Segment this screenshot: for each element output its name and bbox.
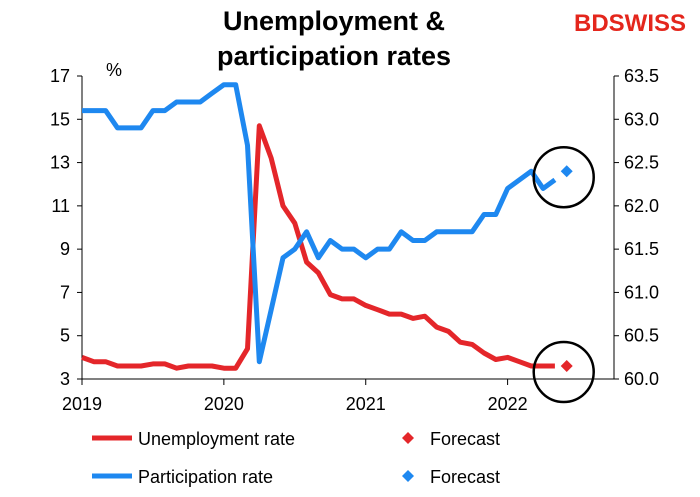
left-tick-label: 17 (50, 66, 70, 86)
x-tick-label: 2022 (488, 394, 528, 414)
left-tick-label: 9 (60, 239, 70, 259)
participation-forecast-circle (532, 145, 595, 209)
left-axis-ticks: 3 5 7 9 11 13 15 17 (50, 66, 82, 389)
participation-rate-line (82, 82, 557, 365)
left-axis-unit-label: % (106, 60, 122, 80)
legend-label-unemployment: Unemployment rate (138, 429, 295, 449)
legend: Unemployment rate Forecast Participation… (92, 429, 500, 487)
chart-title: Unemployment & participation rates (217, 6, 451, 71)
right-tick-label: 63.5 (624, 66, 659, 86)
series-layer (81, 82, 573, 373)
left-tick-label: 13 (50, 153, 70, 173)
brand-logo-bd: BDSWISS (574, 10, 686, 37)
unemployment-forecast-point (560, 360, 573, 373)
right-tick-label: 61.0 (624, 282, 659, 302)
left-tick-label: 3 (60, 369, 70, 389)
brand-logo-text-a: BD (574, 10, 609, 37)
x-tick-label: 2019 (62, 394, 102, 414)
brand-logo: BDSWISS (574, 10, 686, 37)
brand-logo-text-b: SWISS (609, 10, 686, 37)
chart-title-line-2: participation rates (217, 41, 451, 71)
annotation-layer (532, 145, 595, 404)
right-tick-label: 60.0 (624, 369, 659, 389)
right-tick-label: 62.5 (624, 153, 659, 173)
unemployment-forecast-circle (532, 340, 595, 404)
right-tick-label: 61.5 (624, 239, 659, 259)
legend-marker-participation-forecast (402, 470, 414, 482)
legend-label-unemployment-forecast: Forecast (430, 429, 500, 449)
right-tick-label: 63.0 (624, 109, 659, 129)
right-tick-label: 62.0 (624, 196, 659, 216)
unemployment-rate-line (81, 123, 555, 371)
legend-marker-unemployment-forecast (402, 432, 414, 444)
x-tick-label: 2020 (204, 394, 244, 414)
left-tick-label: 5 (60, 326, 70, 346)
left-tick-label: 7 (60, 282, 70, 302)
x-axis-ticks: 2019 2020 2021 2022 (62, 379, 528, 414)
x-tick-label: 2021 (346, 394, 386, 414)
participation-forecast-point (560, 165, 573, 178)
legend-label-participation-forecast: Forecast (430, 467, 500, 487)
left-tick-label: 11 (51, 196, 70, 216)
left-tick-label: 15 (50, 109, 70, 129)
right-axis-ticks: 60.0 60.5 61.0 61.5 62.0 62.5 63.0 63.5 (614, 66, 659, 389)
right-tick-label: 60.5 (624, 326, 659, 346)
chart-title-line-1: Unemployment & (223, 6, 445, 36)
legend-label-participation: Participation rate (138, 467, 273, 487)
